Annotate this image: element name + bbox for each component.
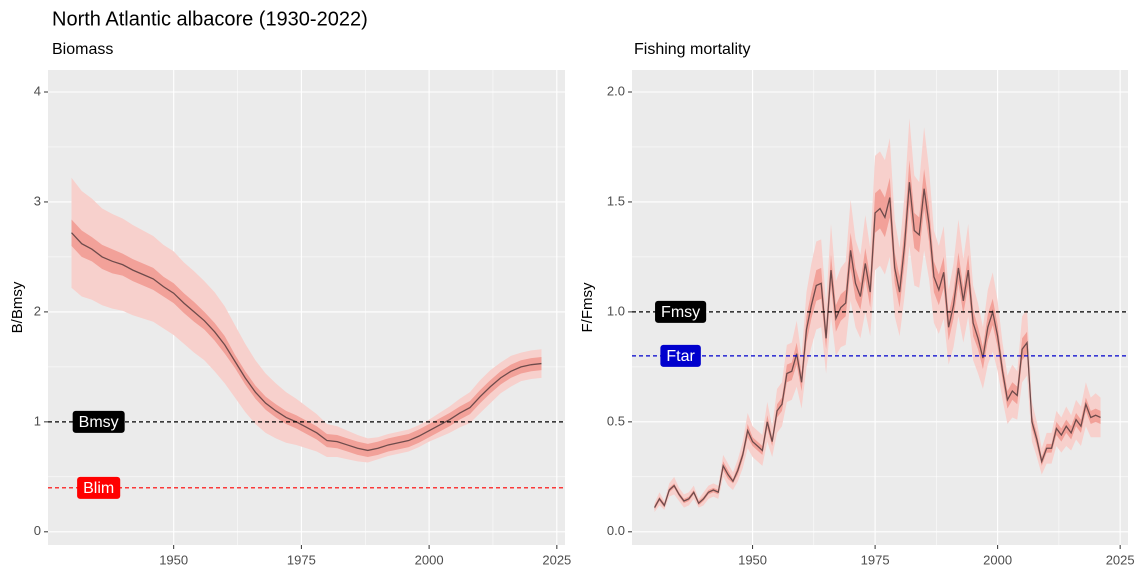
data-line (71, 232, 542, 452)
x-tick-label: 1975 (861, 552, 890, 567)
reference-label-box (72, 410, 125, 433)
x-tick-label: 1950 (159, 552, 188, 567)
y-tick-label: 2 (34, 303, 41, 318)
x-tick-label: 2000 (415, 552, 444, 567)
y-axis-title: B/Bmsy (9, 281, 26, 333)
y-tick-label: 0 (34, 523, 41, 538)
reference-label: Blim (83, 480, 114, 497)
reference-label-box (655, 300, 707, 323)
y-tick-label: 1 (34, 413, 41, 428)
x-tick-label: 1975 (287, 552, 316, 567)
x-tick-label: 2000 (983, 552, 1012, 567)
x-tick-label: 1950 (738, 552, 767, 567)
y-tick-label: 0.0 (607, 523, 625, 538)
reference-label-box (660, 344, 701, 367)
panel-subtitle: Biomass (52, 41, 113, 58)
reference-label: Fmsy (661, 304, 700, 321)
chart-title: North Atlantic albacore (1930-2022) (52, 8, 368, 30)
reference-label: Ftar (666, 348, 695, 365)
y-tick-label: 2.0 (607, 83, 625, 98)
y-axis-title: F/Fmsy (579, 282, 596, 332)
data-line (653, 182, 1101, 508)
y-tick-label: 1.5 (607, 193, 625, 208)
confidence-band (654, 160, 1101, 510)
y-tick-label: 3 (34, 193, 41, 208)
panel-subtitle: Fishing mortality (634, 41, 750, 58)
x-tick-label: 2025 (1106, 552, 1135, 567)
x-tick-label: 2025 (542, 552, 571, 567)
reference-label-box (77, 476, 121, 499)
plot-background (632, 70, 1128, 545)
confidence-band (654, 118, 1101, 513)
y-tick-label: 1.0 (607, 303, 625, 318)
reference-label: Bmsy (79, 414, 119, 431)
y-tick-label: 0.5 (607, 413, 625, 428)
confidence-band (71, 177, 542, 463)
y-tick-label: 4 (34, 83, 41, 98)
